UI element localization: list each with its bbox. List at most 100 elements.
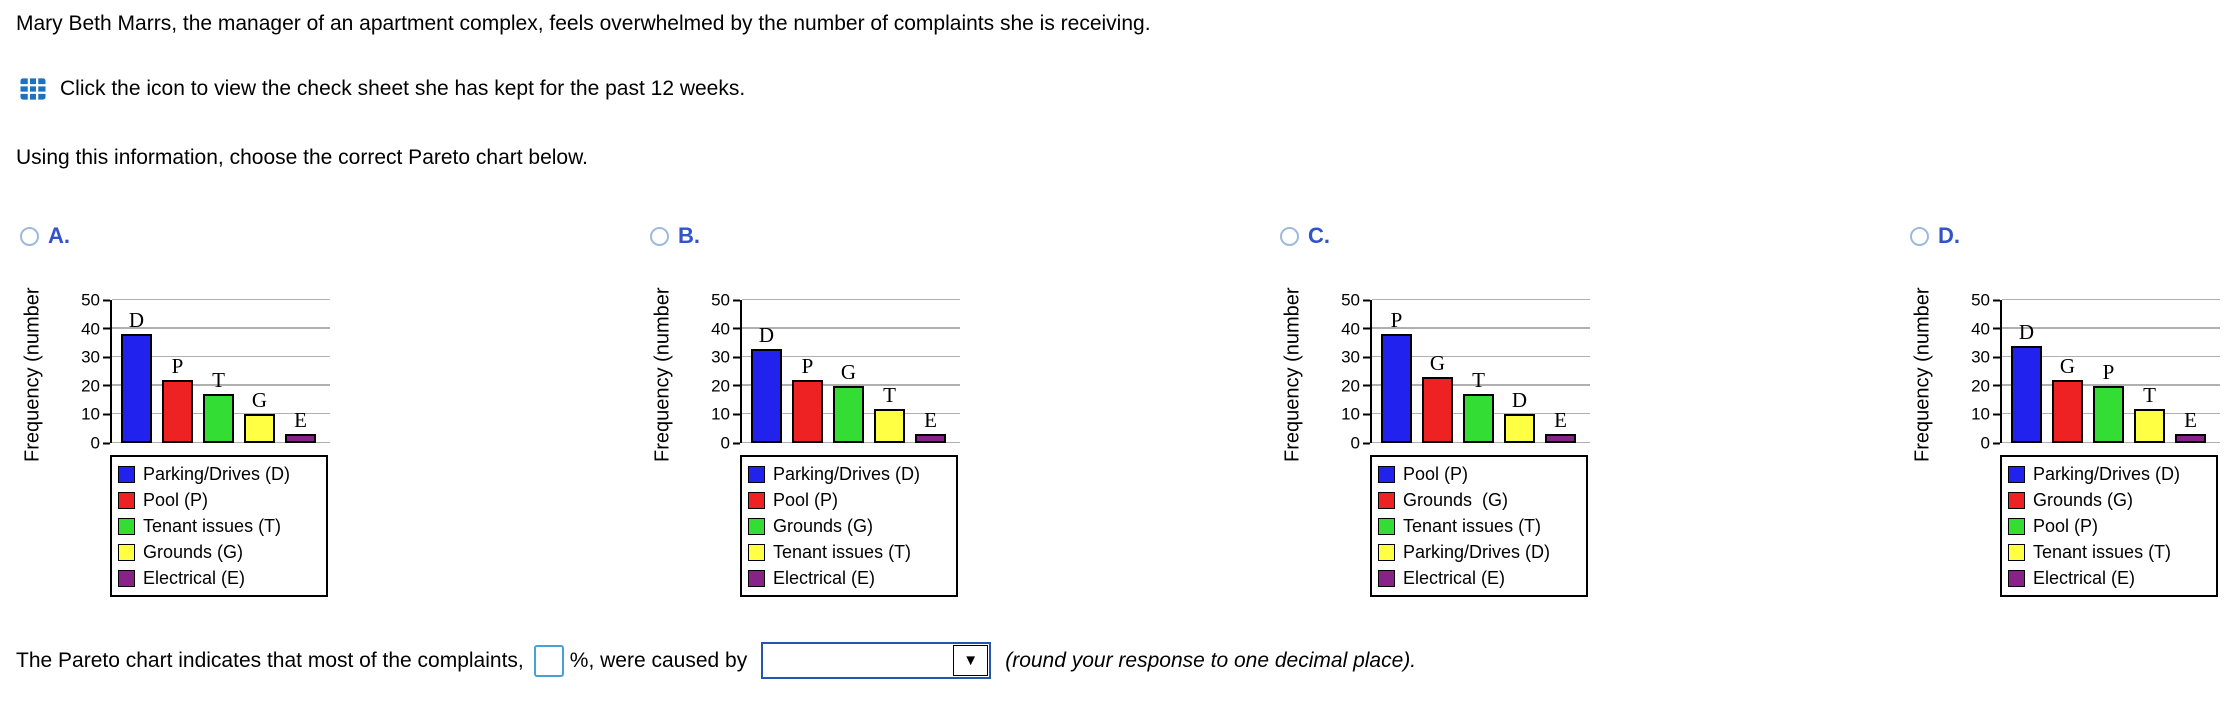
legend-item: Tenant issues (T): [1378, 513, 1580, 539]
legend-swatch: [118, 569, 135, 587]
option-d-header: D.: [1910, 222, 2230, 250]
check-sheet-text: Click the icon to view the check sheet s…: [60, 77, 746, 100]
y-axis: 0 10 20 30 40 50: [1328, 292, 1372, 452]
legend: Pool (P) Grounds (G) Tenant issues (T) Park…: [1370, 455, 1588, 597]
option-b: B. Frequency (number 0 10 20 30 40 50 D P G T E P…: [650, 222, 990, 600]
legend-item: Tenant issues (T): [118, 513, 320, 539]
gridline: [2002, 384, 2220, 386]
legend-swatch: [748, 543, 765, 561]
bar-category-label: T: [1472, 368, 1485, 393]
bar: [1381, 334, 1412, 443]
legend-label: Parking/Drives (D): [1403, 541, 1551, 562]
bar-category-label: G: [840, 359, 857, 384]
y-tick-label: 40: [81, 319, 110, 339]
bar: [874, 408, 905, 443]
option-a-chart: Frequency (number 0 10 20 30 40 50 D P T G E Park…: [20, 250, 360, 600]
legend-swatch: [1378, 465, 1395, 483]
cause-dropdown[interactable]: ▼: [761, 642, 992, 679]
legend-item: Pool (P): [118, 487, 320, 513]
bar-category-label: E: [1554, 408, 1567, 433]
problem-intro: Mary Beth Marrs, the manager of an apart…: [16, 12, 1151, 35]
legend-label: Electrical (E): [2033, 567, 2136, 588]
y-tick-label: 20: [81, 376, 110, 396]
bar: [2011, 345, 2042, 443]
legend-swatch: [2008, 517, 2025, 535]
bar-category-label: T: [883, 382, 896, 407]
gridline: [112, 384, 330, 386]
legend-item: Electrical (E): [118, 565, 320, 591]
check-sheet-table-icon[interactable]: [18, 74, 48, 104]
y-tick-label: 10: [1341, 404, 1370, 424]
bar-category-label: P: [1390, 308, 1403, 333]
bar-category-label: G: [251, 388, 268, 413]
bar: [2093, 385, 2124, 443]
y-tick-label: 40: [1341, 319, 1370, 339]
gridline: [1372, 355, 1590, 358]
legend-swatch: [118, 491, 135, 509]
bar-category-label: D: [1511, 388, 1528, 413]
option-d-radio[interactable]: [1910, 226, 1929, 246]
option-d-label: D.: [1938, 223, 1960, 248]
legend-item: Grounds (G): [2008, 487, 2210, 513]
legend-label: Tenant issues (T): [2033, 541, 2172, 562]
bar-category-label: D: [758, 322, 775, 347]
legend-item: Grounds (G): [118, 539, 320, 565]
y-tick-label: 40: [711, 319, 740, 339]
answer-mid: %, were caused by: [569, 648, 748, 672]
bar-category-label: G: [2059, 354, 2076, 379]
plot-area: 0 10 20 30 40 50 D P T G E: [68, 292, 330, 452]
y-tick-label: 30: [711, 347, 740, 367]
gridline: [1372, 327, 1590, 329]
bar: [1463, 394, 1494, 443]
legend-label: Electrical (E): [773, 567, 876, 588]
answer-row: The Pareto chart indicates that most of …: [16, 642, 1416, 679]
legend-item: Grounds (G): [1378, 487, 1580, 513]
option-b-radio[interactable]: [650, 226, 669, 246]
legend-item: Pool (P): [2008, 513, 2210, 539]
legend-item: Parking/Drives (D): [118, 461, 320, 487]
legend: Parking/Drives (D) Pool (P) Tenant issues …: [110, 455, 328, 597]
y-tick-label: 30: [81, 347, 110, 367]
legend-label: Pool (P): [143, 489, 209, 510]
legend-label: Electrical (E): [1403, 567, 1506, 588]
option-c: C. Frequency (number 0 10 20 30 40 50 P G T D E P…: [1280, 222, 1620, 600]
y-tick-label: 0: [720, 433, 742, 453]
option-c-chart: Frequency (number 0 10 20 30 40 50 P G T D E Pool…: [1280, 250, 1620, 600]
y-tick-label: 40: [1971, 319, 2000, 339]
y-axis: 0 10 20 30 40 50: [698, 292, 742, 452]
plot-area: 0 10 20 30 40 50 D P G T E: [698, 292, 960, 452]
legend-swatch: [118, 517, 135, 535]
option-c-header: C.: [1280, 222, 1620, 250]
option-c-radio[interactable]: [1280, 226, 1299, 246]
legend-swatch: [2008, 569, 2025, 587]
gridline: [2002, 327, 2220, 329]
legend-swatch: [1378, 491, 1395, 509]
legend-label: Pool (P): [1403, 463, 1469, 484]
plot: D P T G E: [110, 298, 330, 443]
legend-item: Tenant issues (T): [748, 539, 950, 565]
legend-label: Pool (P): [2033, 515, 2099, 536]
bar-category-label: E: [924, 408, 937, 433]
bar: [1545, 434, 1576, 443]
dropdown-arrow-icon[interactable]: ▼: [953, 645, 989, 676]
legend-item: Pool (P): [1378, 461, 1580, 487]
bar-category-label: T: [2143, 382, 2156, 407]
percent-input[interactable]: [533, 644, 564, 677]
y-axis-label: Frequency (number: [21, 287, 44, 463]
rounding-note: (round your response to one decimal plac…: [1005, 648, 1417, 672]
option-b-label: B.: [678, 223, 700, 248]
legend-swatch: [118, 543, 135, 561]
option-a-radio[interactable]: [20, 226, 39, 246]
legend-swatch: [1378, 517, 1395, 535]
bar: [162, 380, 193, 443]
legend-item: Electrical (E): [748, 565, 950, 591]
gridline: [742, 298, 960, 300]
bar: [2052, 380, 2083, 443]
bar: [2134, 408, 2165, 443]
bar-category-label: P: [2102, 359, 2115, 384]
y-tick-label: 30: [1341, 347, 1370, 367]
bar-category-label: D: [128, 308, 145, 333]
legend-label: Parking/Drives (D): [2033, 463, 2181, 484]
